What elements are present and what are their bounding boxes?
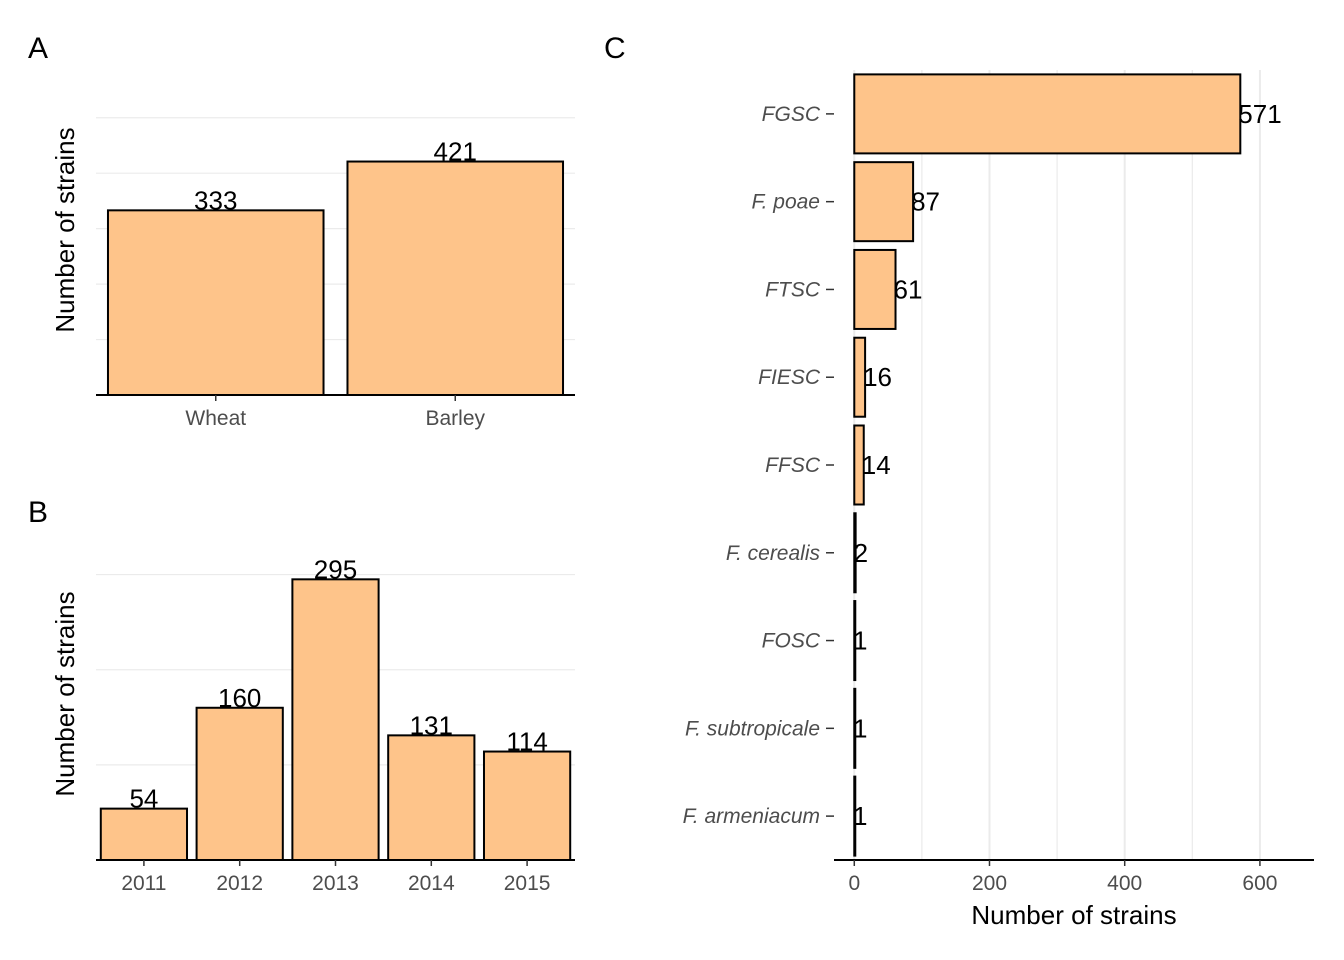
bar-f-subtropicale <box>853 687 857 769</box>
x-tick-label: 2012 <box>216 872 263 895</box>
y-tick-label: FGSC <box>762 103 821 126</box>
bar-value-label: 131 <box>410 710 453 740</box>
bar-2013 <box>291 578 380 861</box>
y-tick-label: F. cerealis <box>726 542 821 565</box>
x-tick-label: 2013 <box>312 872 359 895</box>
bar-value-label: 87 <box>911 187 940 217</box>
bar-f-armeniacum <box>853 775 857 857</box>
y-tick-label: F. poae <box>751 191 820 214</box>
bar-value-label: 160 <box>218 683 261 713</box>
x-tick-label: 2014 <box>408 872 455 895</box>
bar-fgsc <box>853 73 1242 155</box>
bar-value-label: 1 <box>853 626 867 656</box>
bar-f-poae <box>853 161 915 243</box>
x-tick-label: Barley <box>425 407 485 430</box>
panel-c: C 571 87 61 16 14 2 1 1 1 FGSC F. poae FTSC FIESC FF… <box>604 32 1314 930</box>
bar-value-label: 54 <box>129 784 158 814</box>
x-tick-label: 200 <box>972 872 1007 895</box>
panel-a-letter: A <box>28 32 48 65</box>
bar-value-label: 295 <box>314 554 357 584</box>
bar-wheat <box>106 209 325 396</box>
bar-value-label: 114 <box>506 727 547 757</box>
y-tick-label: FFSC <box>765 454 821 477</box>
bar-2011 <box>99 807 189 862</box>
bar-value-label: 14 <box>862 450 891 480</box>
y-tick-label: FIESC <box>758 366 821 389</box>
x-tick-label: 2015 <box>504 872 551 895</box>
panel-c-y-ticks: FGSC F. poae FTSC FIESC FFSC F. cerealis FOSC F… <box>683 103 834 828</box>
bar-value-label: 421 <box>434 137 477 167</box>
bar-value-label: 333 <box>194 185 237 215</box>
panel-b-y-axis-label: Number of strains <box>50 591 80 796</box>
panel-a-y-axis-label: Number of strains <box>50 127 80 332</box>
x-tick-label: 0 <box>848 872 860 895</box>
panel-c-letter: C <box>604 32 626 65</box>
x-tick-label: 400 <box>1107 872 1142 895</box>
panel-c-bars: 571 87 61 16 14 2 1 1 1 <box>853 73 1282 857</box>
bar-value-label: 1 <box>853 801 867 831</box>
panel-c-x-axis-label: Number of strains <box>971 900 1176 930</box>
bar-value-label: 61 <box>894 274 923 304</box>
bar-f-cerealis <box>853 512 857 594</box>
bar-2012 <box>195 706 284 861</box>
y-tick-label: F. armeniacum <box>683 805 820 828</box>
bar-2014 <box>387 734 476 861</box>
panel-a-bars: 333 421 <box>106 137 565 396</box>
bar-value-label: 16 <box>863 362 892 392</box>
x-tick-label: 2011 <box>121 872 166 895</box>
panel-c-x-ticks: 0 200 400 600 <box>848 860 1277 895</box>
bar-value-label: 1 <box>853 713 867 743</box>
panel-a: A 333 421 Wheat Barley Number of strains <box>28 32 575 430</box>
panel-a-x-ticks: Wheat Barley <box>185 395 486 430</box>
y-tick-label: F. subtropicale <box>685 717 820 740</box>
bar-ffsc <box>853 424 865 506</box>
panel-b-bars: 54 160 295 131 114 <box>99 554 572 862</box>
panel-b-x-ticks: 2011 2012 2013 2014 2015 <box>121 860 550 895</box>
panel-b: B 54 160 295 131 114 2011 2012 2013 2014 2015 Nu… <box>28 496 575 895</box>
x-tick-label: Wheat <box>185 407 246 430</box>
bar-value-label: 2 <box>854 538 868 568</box>
y-tick-label: FOSC <box>762 630 821 653</box>
x-tick-label: 600 <box>1242 872 1277 895</box>
panel-b-letter: B <box>28 496 48 529</box>
bar-fosc <box>853 600 857 682</box>
y-tick-label: FTSC <box>765 278 821 301</box>
bar-fiesc <box>853 336 867 418</box>
bar-2015 <box>482 750 572 862</box>
bar-barley <box>346 160 565 396</box>
bar-ftsc <box>853 248 897 330</box>
bar-value-label: 571 <box>1238 99 1281 129</box>
